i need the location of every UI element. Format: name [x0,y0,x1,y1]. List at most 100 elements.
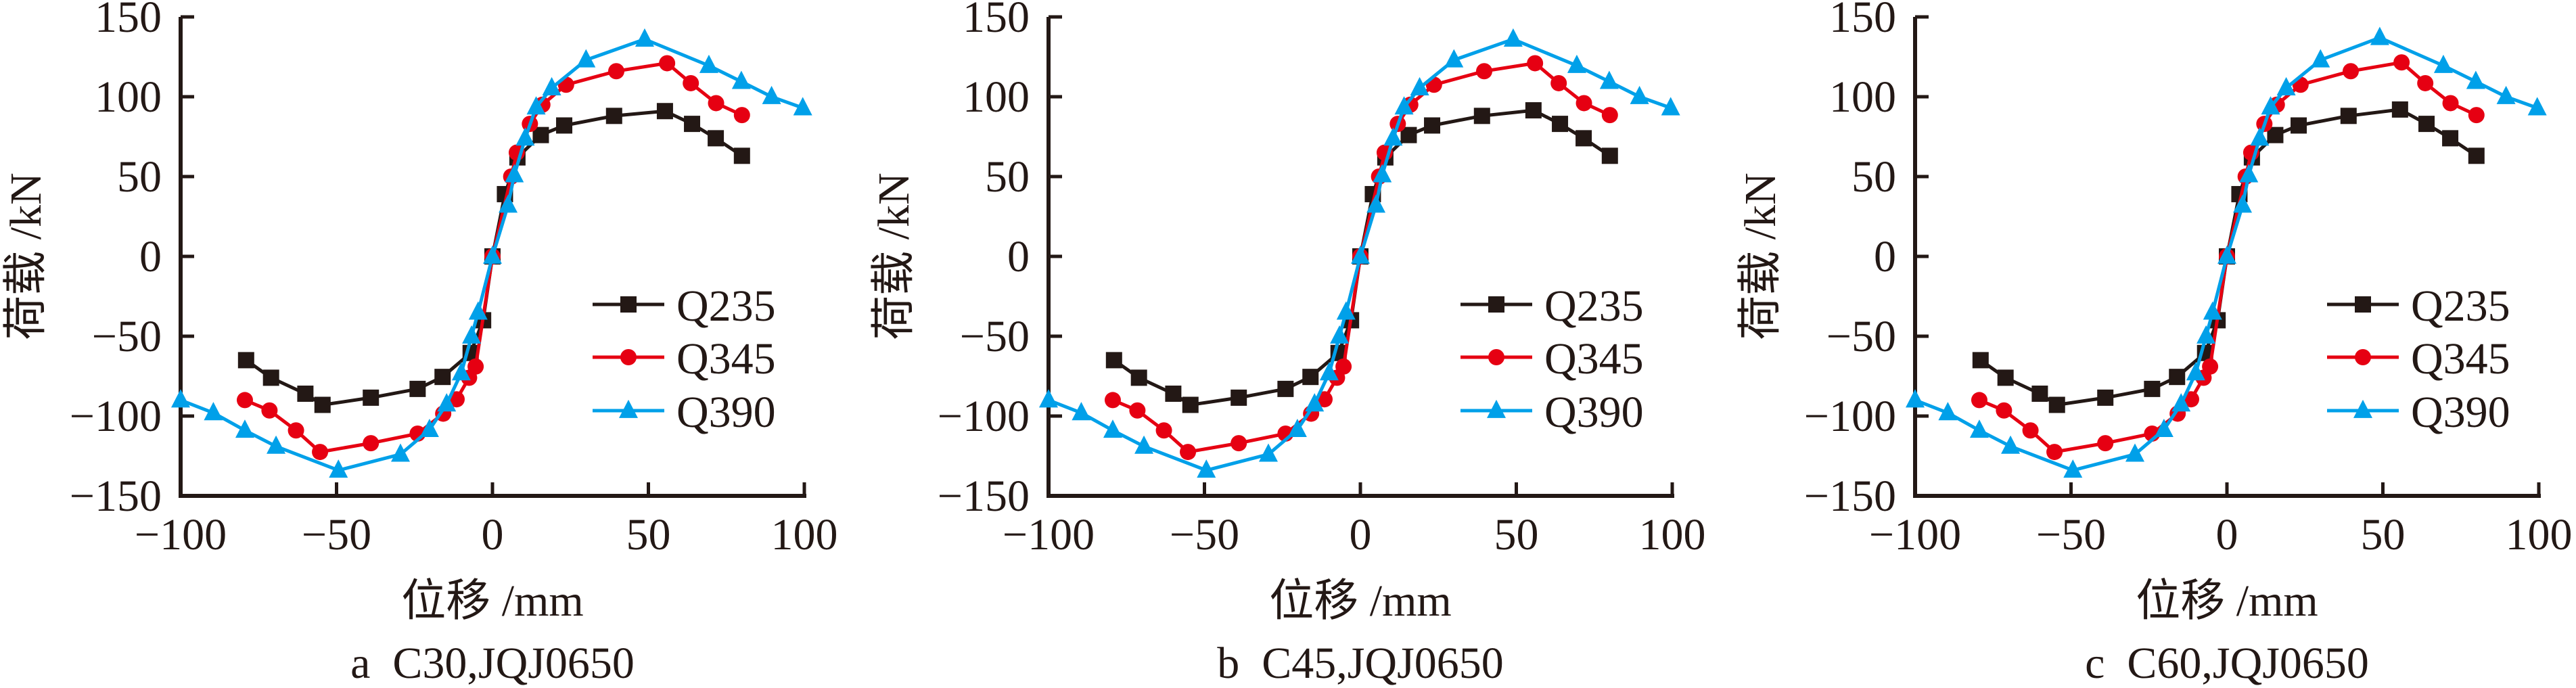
data-point-square [2468,147,2485,164]
y-tick-label: 100 [1829,72,1896,122]
y-tick-label: −150 [938,472,1030,521]
x-tick-label: 0 [1350,510,1372,559]
legend-marker-square [2355,296,2371,313]
y-axis-label: 荷载 /kN [869,173,919,340]
y-tick-label: −100 [1804,392,1896,441]
data-point-triangle [1661,97,1680,116]
data-point-circle [2202,358,2219,375]
data-point-triangle [451,362,471,381]
data-point-square [2097,389,2114,406]
y-tick-label: 100 [963,72,1030,122]
data-point-triangle [2217,245,2236,264]
data-point-triangle [1259,443,1279,462]
data-point-circle [1996,402,2013,419]
data-point-circle [236,392,253,409]
legend-item: Q235 [2327,281,2510,331]
panel-caption: c C60,JQJ0650 [2085,639,2369,688]
data-point-triangle [1394,96,1414,115]
legend-label: Q390 [1544,388,1644,437]
x-tick-label: 50 [2361,510,2406,559]
data-point-square [733,147,750,164]
data-point-square [556,117,573,134]
data-point-triangle [1410,76,1429,95]
x-tick-label: 100 [2506,510,2573,559]
x-axis-label: 位移 /mm [1269,576,1452,626]
y-tick-label: −50 [92,312,162,361]
data-point-square [1277,380,1294,397]
data-point-circle [1155,422,1172,439]
legend-label: Q235 [2411,281,2510,331]
data-point-triangle [2196,325,2216,344]
data-point-triangle [731,70,751,89]
data-point-triangle [2154,418,2174,437]
legend-marker-circle [620,349,637,365]
data-point-circle [1527,55,1544,72]
data-point-triangle [2063,459,2083,478]
legend-label: Q390 [2411,388,2510,437]
y-tick-label: 0 [1874,232,1896,281]
data-point-triangle [2496,85,2516,104]
x-tick-label: 100 [1639,510,1706,559]
data-point-square [2442,130,2459,147]
x-tick-label: −50 [1170,510,1239,559]
data-point-square [1130,369,1147,386]
data-point-triangle [1383,127,1403,146]
y-axis-label: 荷载 /kN [1,173,51,340]
data-point-triangle [329,459,348,478]
data-point-triangle [1366,194,1386,213]
legend-marker-circle [1488,349,1504,365]
x-tick-label: −100 [1869,510,1961,559]
x-tick-label: 50 [1494,510,1539,559]
legend-marker-circle [2355,349,2371,365]
data-point-triangle [2466,70,2485,89]
data-point-square [314,396,331,413]
y-tick-label: 100 [95,72,162,122]
data-point-square [2144,380,2161,397]
data-point-circle [312,444,329,461]
data-point-triangle [515,127,535,146]
data-point-square [1165,385,1182,402]
data-point-triangle [171,389,190,408]
series-q390 [1906,26,2547,478]
data-point-triangle [2233,194,2253,213]
data-point-circle [2046,444,2063,461]
data-point-square [708,130,724,147]
data-point-circle [1335,358,1352,375]
data-point-triangle [1630,85,1649,104]
y-tick-label: 0 [1007,232,1030,281]
legend-label: Q345 [676,334,776,384]
data-point-square [1997,369,2014,386]
data-point-square [2340,108,2357,124]
y-axis-label: 荷载 /kN [1736,173,1785,340]
data-point-triangle [1319,362,1339,381]
data-point-triangle [419,418,439,437]
legend-label: Q390 [676,388,776,437]
data-point-triangle [2001,435,2021,454]
data-point-triangle [2311,49,2330,68]
legend-marker-square [1488,296,1504,313]
data-point-circle [659,55,676,72]
data-point-square [1230,389,1247,406]
y-tick-label: −150 [70,472,162,521]
data-point-triangle [235,419,254,438]
data-point-triangle [1373,164,1392,183]
data-point-triangle [635,28,654,47]
data-point-square [2291,117,2307,134]
legend-item: Q235 [1460,281,1644,331]
y-tick-label: 150 [1829,0,1896,42]
x-tick-label: 100 [771,510,838,559]
data-point-triangle [2433,54,2453,73]
y-tick-label: −100 [70,392,162,441]
data-point-triangle [2171,393,2191,412]
series-q390 [171,28,812,478]
data-point-square [2391,101,2408,118]
data-point-square [2418,116,2435,133]
legend-label: Q235 [1544,281,1644,331]
data-point-circle [1230,435,1247,452]
data-point-square [2169,369,2186,386]
y-tick-label: 0 [139,232,162,281]
